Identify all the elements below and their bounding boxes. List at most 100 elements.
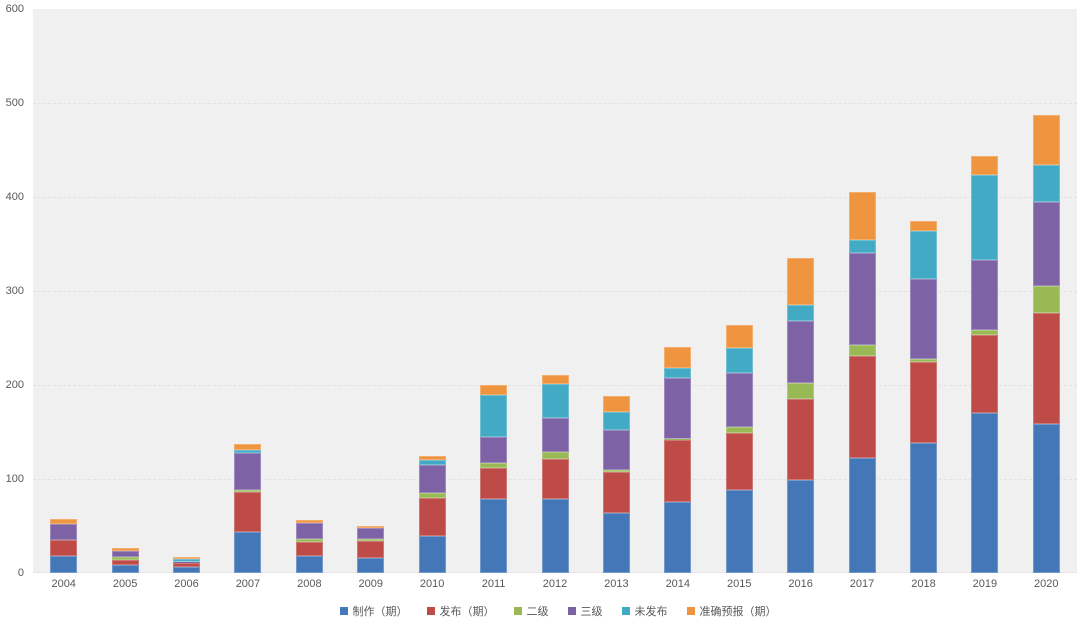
x-tick-label-2012: 2012	[542, 578, 568, 590]
x-tick-label-2020: 2020	[1034, 578, 1059, 590]
bar-2015-segment-二级	[725, 427, 753, 433]
bar-2005-segment-准确预报（期）	[111, 547, 139, 552]
bar-2013-segment-未发布	[602, 412, 630, 431]
bar-2006-segment-三级	[173, 561, 201, 563]
y-tick-label-300: 300	[5, 285, 24, 297]
y-tick-label-0: 0	[17, 567, 24, 579]
bar-2017-segment-发布（期）	[848, 355, 876, 459]
legend-marker-icon	[513, 607, 522, 615]
bar-2016-segment-制作（期）	[787, 479, 815, 573]
bar-2020-segment-三级	[1032, 201, 1060, 287]
legend-label: 二级	[526, 606, 549, 618]
bar-2019-segment-未发布	[971, 175, 999, 261]
legend: 制作（期） 发布（期） 二级 三级 未发布 准确预报（期）	[0, 603, 1080, 619]
bar-2020	[1032, 115, 1060, 573]
bar-2004	[50, 519, 78, 573]
bar-2018-segment-未发布	[909, 230, 937, 279]
bar-2019-segment-准确预报（期）	[971, 155, 999, 176]
bar-2017	[848, 192, 876, 573]
bar-2011-segment-未发布	[480, 395, 508, 437]
bar-2016-segment-发布（期）	[787, 399, 815, 480]
bar-2016-segment-准确预报（期）	[787, 258, 815, 306]
bar-2019-segment-发布（期）	[971, 335, 999, 414]
bar-2010-segment-准确预报（期）	[418, 455, 446, 461]
legend-marker-icon	[567, 607, 576, 615]
bar-2012-segment-三级	[541, 417, 569, 452]
bar-2014-segment-发布（期）	[664, 440, 692, 502]
bar-2019-segment-三级	[971, 260, 999, 330]
bar-2010-segment-未发布	[418, 460, 446, 465]
bar-2006-segment-发布（期）	[173, 562, 201, 568]
bar-2018-segment-二级	[909, 358, 937, 362]
x-tick-label-2013: 2013	[604, 578, 629, 590]
bar-2020-segment-未发布	[1032, 165, 1060, 202]
legend-label: 未发布	[634, 606, 668, 618]
legend-marker-icon	[339, 607, 348, 615]
gridline-300	[33, 291, 1077, 292]
bar-2009-segment-准确预报（期）	[357, 526, 385, 528]
bar-2019-segment-二级	[971, 329, 999, 336]
x-tick-label-2019: 2019	[972, 578, 998, 590]
bar-2011-segment-准确预报（期）	[480, 385, 508, 396]
bar-2012-segment-制作（期）	[541, 498, 569, 573]
bar-2014-segment-准确预报（期）	[664, 346, 692, 369]
bar-2012-segment-二级	[541, 451, 569, 460]
legend-marker-icon	[686, 607, 695, 615]
x-tick-label-2007: 2007	[235, 578, 261, 590]
bar-2011-segment-制作（期）	[480, 498, 508, 573]
bar-2020-segment-准确预报（期）	[1032, 115, 1060, 166]
bar-2004-segment-三级	[50, 524, 78, 541]
bar-2007-segment-二级	[234, 490, 262, 493]
legend-marker-icon	[426, 607, 435, 615]
bar-2007-segment-三级	[234, 452, 262, 491]
bar-2010	[418, 455, 446, 573]
y-tick-label-600: 600	[5, 3, 24, 15]
y-tick-label-200: 200	[5, 379, 24, 391]
legend-item-5: 未发布	[621, 603, 668, 619]
plot-area	[33, 9, 1077, 573]
legend-label: 三级	[580, 606, 603, 618]
bar-2015-segment-准确预报（期）	[725, 324, 753, 349]
bar-2017-segment-二级	[848, 344, 876, 356]
bar-2017-segment-制作（期）	[848, 458, 876, 573]
bar-2007-segment-未发布	[234, 449, 262, 453]
legend-item-3: 二级	[513, 603, 549, 619]
bar-2011-segment-二级	[480, 463, 508, 468]
bar-2005-segment-制作（期）	[111, 565, 139, 573]
bar-2018-segment-发布（期）	[909, 361, 937, 444]
bar-2014-segment-三级	[664, 378, 692, 439]
y-tick-label-400: 400	[5, 191, 24, 203]
bar-2005-segment-二级	[111, 557, 139, 560]
bar-2010-segment-二级	[418, 493, 446, 498]
legend-label: 准确预报（期）	[699, 606, 777, 618]
bar-2018-segment-三级	[909, 278, 937, 359]
bar-2011-segment-三级	[480, 436, 508, 464]
gridline-400	[33, 197, 1077, 198]
bar-2019	[971, 155, 999, 573]
x-tick-label-2016: 2016	[788, 578, 813, 590]
bar-2017-segment-未发布	[848, 240, 876, 254]
bar-2008-segment-发布（期）	[295, 542, 323, 557]
x-tick-label-2018: 2018	[911, 578, 936, 590]
bar-2015	[725, 324, 753, 573]
bar-2014	[664, 346, 692, 573]
bar-2012-segment-未发布	[541, 384, 569, 418]
legend-label: 制作（期）	[352, 606, 408, 618]
bar-2015-segment-未发布	[725, 348, 753, 373]
bar-2019-segment-制作（期）	[971, 413, 999, 573]
bar-2016-segment-三级	[787, 321, 815, 384]
bar-2015-segment-发布（期）	[725, 432, 753, 491]
bar-2013-segment-三级	[602, 430, 630, 470]
x-tick-label-2004: 2004	[51, 578, 76, 590]
bar-2009-segment-发布（期）	[357, 541, 385, 558]
bar-2013-segment-二级	[602, 469, 630, 473]
bar-2009-segment-三级	[357, 527, 385, 540]
bar-2018-segment-制作（期）	[909, 443, 937, 573]
legend-marker-icon	[621, 607, 630, 615]
bar-2009-segment-二级	[357, 539, 385, 542]
bar-2010-segment-制作（期）	[418, 536, 446, 573]
y-tick-label-100: 100	[5, 473, 24, 485]
gridline-500	[33, 103, 1077, 104]
bar-2020-segment-二级	[1032, 286, 1060, 313]
